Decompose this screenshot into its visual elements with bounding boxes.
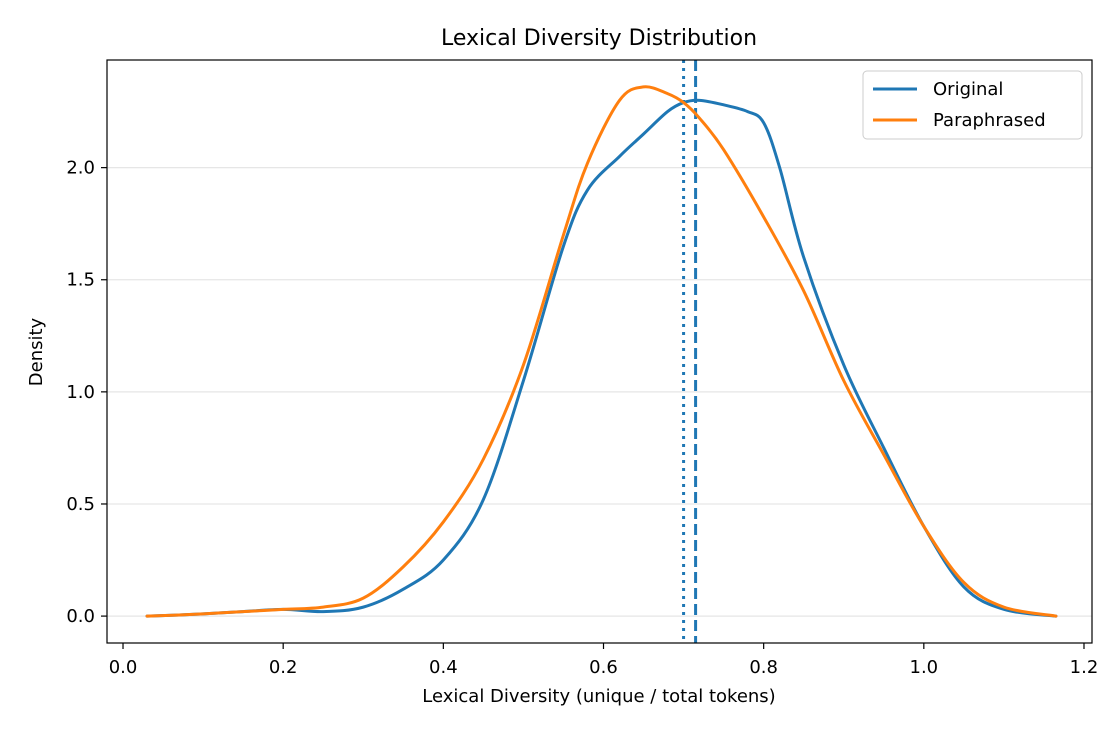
legend: Original Paraphrased [862, 70, 1083, 140]
x-tick-label: 0.8 [749, 657, 778, 678]
chart-title: Lexical Diversity Distribution [441, 26, 757, 51]
x-axis-ticks: 0.0 0.2 0.4 0.6 0.8 1.0 1.2 [109, 643, 1099, 678]
y-tick-label: 1.0 [66, 382, 95, 403]
x-tick-label: 1.2 [1070, 657, 1099, 678]
y-axis-ticks: 0.0 0.5 1.0 1.5 2.0 [66, 158, 107, 627]
plot-frame [106, 59, 1093, 644]
y-tick-label: 2.0 [66, 158, 95, 179]
series-line-paraphrased [145, 85, 1058, 618]
legend-label-paraphrased: Paraphrased [933, 110, 1046, 131]
x-tick-label: 0.2 [269, 657, 298, 678]
y-tick-label: 0.0 [66, 606, 95, 627]
x-tick-label: 0.0 [109, 657, 138, 678]
x-tick-label: 0.6 [589, 657, 618, 678]
y-tick-label: 1.5 [66, 270, 95, 291]
legend-label-original: Original [933, 79, 1003, 100]
series-line-original [145, 98, 1058, 618]
reference-lines [682, 60, 698, 643]
series-lines [145, 85, 1058, 618]
y-tick-label: 0.5 [66, 494, 95, 515]
grid-lines [107, 167, 1092, 617]
legend-box [862, 70, 1083, 140]
x-axis-label: Lexical Diversity (unique / total tokens… [422, 686, 775, 707]
y-axis-label: Density [26, 317, 47, 386]
x-tick-label: 1.0 [910, 657, 939, 678]
x-tick-label: 0.4 [429, 657, 458, 678]
